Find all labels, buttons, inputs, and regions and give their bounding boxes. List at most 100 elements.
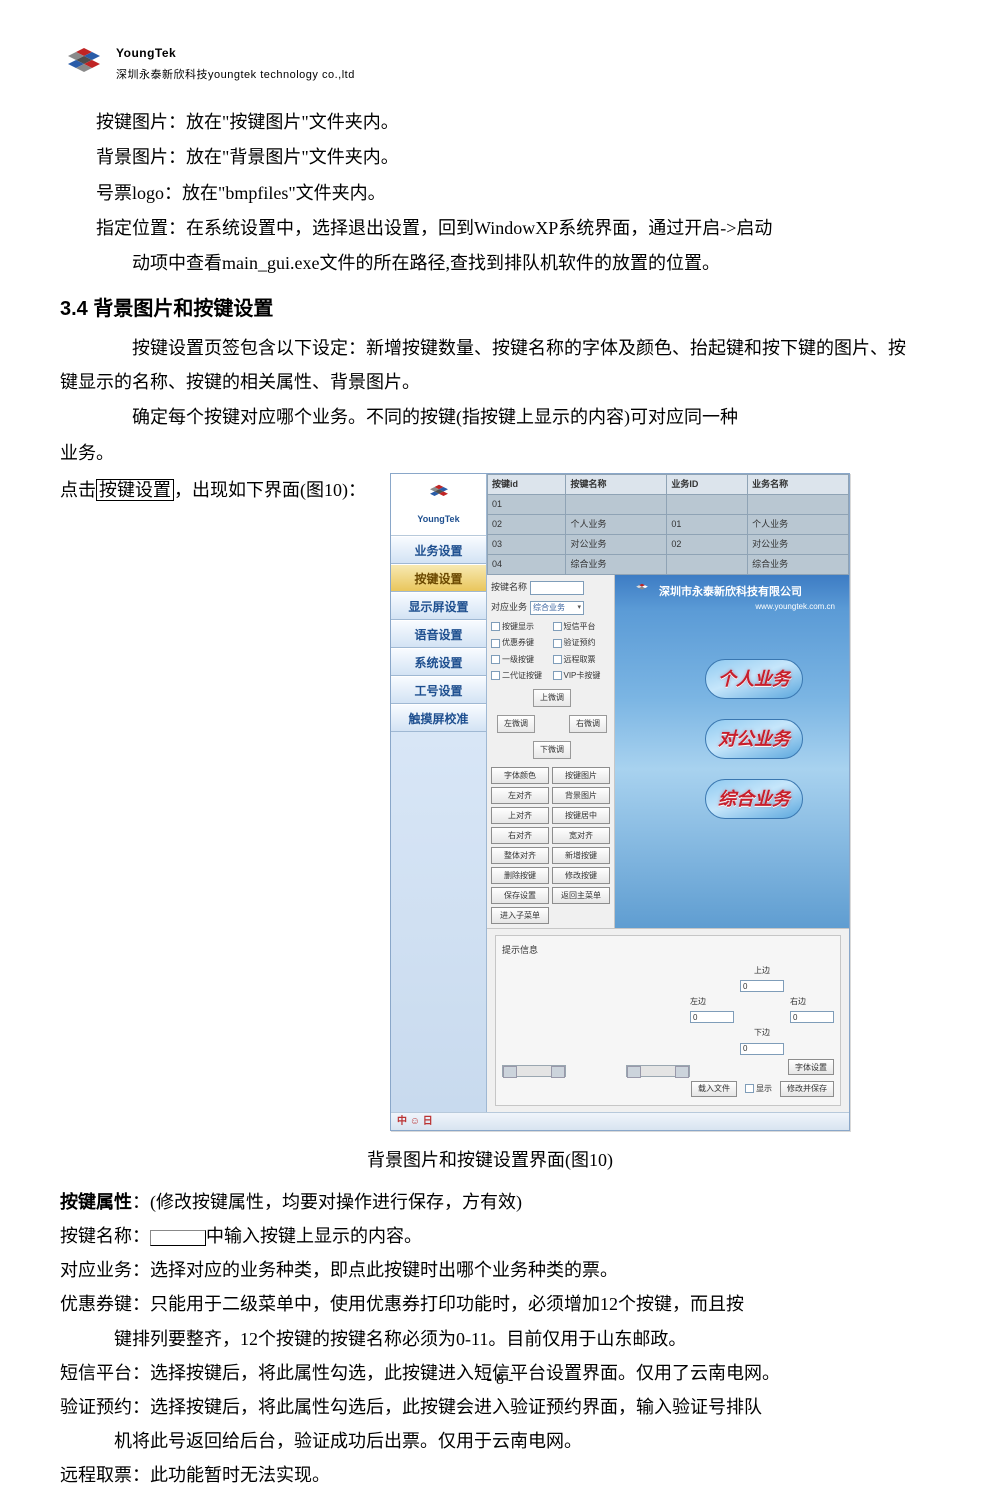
app-screenshot: YoungTek 业务设置按键设置显示屏设置语音设置系统设置工号设置触摸屏校准 … [390, 473, 850, 1131]
control-panel: 按键名称 对应业务综合业务 按键显示短信平台优惠券键验证预约一级按键远程取票二代… [487, 575, 615, 928]
label: 右边 [790, 994, 834, 1009]
grid-button[interactable]: 上对齐 [491, 807, 549, 824]
up-btn[interactable]: 上微调 [533, 689, 571, 707]
cell: 04 [488, 554, 566, 574]
grid-button[interactable]: 按键图片 [552, 767, 610, 784]
para: 对应业务：选择对应的业务种类，即点此按键时出哪个业务种类的票。 [60, 1253, 920, 1287]
button-table[interactable]: 按键id按键名称业务ID业务名称 0102个人业务01个人业务03对公业务02对… [487, 474, 849, 575]
val: 0 [793, 1010, 797, 1025]
table-row[interactable]: 04综合业务综合业务 [488, 554, 849, 574]
label: 对应业务 [491, 599, 527, 616]
left-input[interactable]: 0 [690, 1011, 734, 1023]
preview-banner: 深圳市永泰新欣科技有限公司 www.youngtek.com.cn 个人业务 对… [615, 575, 849, 928]
right-btn[interactable]: 右微调 [569, 715, 607, 733]
col-header: 按键名称 [566, 474, 667, 494]
bold-label: 按键属性 [60, 1192, 132, 1212]
logo-icon [631, 581, 653, 603]
para: 按键图片：放在"按键图片"文件夹内。 [60, 106, 920, 139]
nav-item[interactable]: 工号设置 [391, 676, 486, 704]
para: 按键属性：(修改按键属性，均要对操作进行保存，方有效) [60, 1185, 920, 1219]
label: 按键名称 [491, 579, 527, 596]
nav-item[interactable]: 按键设置 [391, 564, 486, 592]
banner-url: www.youngtek.com.cn [755, 599, 835, 614]
right-input[interactable]: 0 [790, 1011, 834, 1023]
para: 号票logo：放在"bmpfiles"文件夹内。 [60, 177, 920, 210]
cell: 对公业务 [748, 534, 849, 554]
cell: 02 [667, 534, 748, 554]
preview-button[interactable]: 对公业务 [705, 719, 803, 759]
logo-icon [60, 40, 108, 88]
txt: 点击 [60, 480, 96, 500]
position-adjust: 上微调 左微调 右微调 下微调 [491, 689, 610, 761]
grid-button[interactable]: 左对齐 [491, 787, 549, 804]
label: 显示 [756, 1084, 772, 1093]
grid-button[interactable]: 字体颜色 [491, 767, 549, 784]
show-checkbox[interactable] [745, 1084, 754, 1093]
cell: 03 [488, 534, 566, 554]
para: 优惠券键：只能用于二级菜单中，使用优惠券打印功能时，必须增加12个按键，而且按 [60, 1287, 920, 1321]
bottom-input[interactable]: 0 [740, 1043, 784, 1055]
nav-item[interactable]: 业务设置 [391, 536, 486, 564]
checkbox-option[interactable]: 验证预约 [553, 635, 611, 650]
table-row[interactable]: 03对公业务02对公业务 [488, 534, 849, 554]
txt: ：(修改按键属性，均要对操作进行保存，方有效) [132, 1192, 522, 1212]
cell: 综合业务 [566, 554, 667, 574]
save-btn[interactable]: 修改并保存 [780, 1081, 834, 1097]
checkbox-option[interactable]: 短信平台 [553, 619, 611, 634]
load-file-btn[interactable]: 载入文件 [691, 1081, 737, 1097]
nav-item[interactable]: 显示屏设置 [391, 592, 486, 620]
cell: 02 [488, 514, 566, 534]
grid-button[interactable]: 保存设置 [491, 887, 549, 904]
font-settings-btn[interactable]: 字体设置 [788, 1059, 834, 1075]
para: 远程取票：此功能暂时无法实现。 [60, 1458, 920, 1492]
figure-caption: 背景图片和按键设置界面(图10) [60, 1143, 920, 1177]
table-row[interactable]: 01 [488, 494, 849, 514]
grid-button[interactable]: 返回主菜单 [552, 887, 610, 904]
nav-item[interactable]: 触摸屏校准 [391, 704, 486, 732]
checkbox-option[interactable]: 一级按键 [491, 652, 549, 667]
para-cont: 键排列要整齐，12个按键的按键名称必须为0-11。目前仅用于山东邮政。 [60, 1322, 920, 1356]
down-btn[interactable]: 下微调 [533, 741, 571, 759]
grid-button[interactable]: 宽对齐 [552, 827, 610, 844]
grid-button[interactable]: 新增按键 [552, 847, 610, 864]
left-btn[interactable]: 左微调 [497, 715, 535, 733]
status-bar: 中 ☺ 日 [391, 1112, 849, 1130]
checkbox-option[interactable]: 远程取票 [553, 652, 611, 667]
grid-button[interactable]: 删除按键 [491, 867, 549, 884]
boxed-label: 按键设置 [96, 479, 174, 501]
checkbox-option[interactable]: VIP卡按键 [553, 668, 611, 683]
para: 确定每个按键对应哪个业务。不同的按键(指按键上显示的内容)可对应同一种 [60, 401, 920, 434]
h-scroll[interactable] [502, 1065, 566, 1077]
table-row[interactable]: 02个人业务01个人业务 [488, 514, 849, 534]
preview-button[interactable]: 综合业务 [705, 779, 803, 819]
sidebar-logo-label: YoungTek [417, 511, 459, 528]
brand: YoungTek [116, 42, 355, 65]
grid-button[interactable]: 进入子菜单 [491, 907, 549, 924]
grid-button[interactable]: 背景图片 [552, 787, 610, 804]
business-select[interactable]: 综合业务 [530, 601, 584, 615]
doc-header: YoungTek 深圳永泰新欣科技youngtek technology co.… [60, 40, 920, 88]
grid-button[interactable]: 修改按键 [552, 867, 610, 884]
preview-button[interactable]: 个人业务 [705, 659, 803, 699]
hint-title: 提示信息 [502, 942, 834, 959]
grid-button[interactable]: 整体对齐 [491, 847, 549, 864]
val: 0 [743, 979, 747, 994]
nav-item[interactable]: 语音设置 [391, 620, 486, 648]
txt: 按键名称： [60, 1226, 150, 1246]
grid-button[interactable]: 按键居中 [552, 807, 610, 824]
click-instruction: 点击按键设置，出现如下界面(图10)： [60, 473, 390, 507]
checkbox-option[interactable]: 二代证按键 [491, 668, 549, 683]
button-name-input[interactable] [530, 581, 584, 595]
cell: 01 [488, 494, 566, 514]
cell: 个人业务 [566, 514, 667, 534]
nav-item[interactable]: 系统设置 [391, 648, 486, 676]
brand-sub: 深圳永泰新欣科技youngtek technology co.,ltd [116, 65, 355, 86]
checkbox-option[interactable]: 优惠券键 [491, 635, 549, 650]
val: 0 [743, 1041, 747, 1056]
top-input[interactable]: 0 [740, 980, 784, 992]
grid-button[interactable]: 右对齐 [491, 827, 549, 844]
checkbox-option[interactable]: 按键显示 [491, 619, 549, 634]
h-scroll[interactable] [626, 1065, 690, 1077]
label: 上边 [740, 963, 784, 978]
page-number: - 8 - [0, 1365, 1000, 1395]
